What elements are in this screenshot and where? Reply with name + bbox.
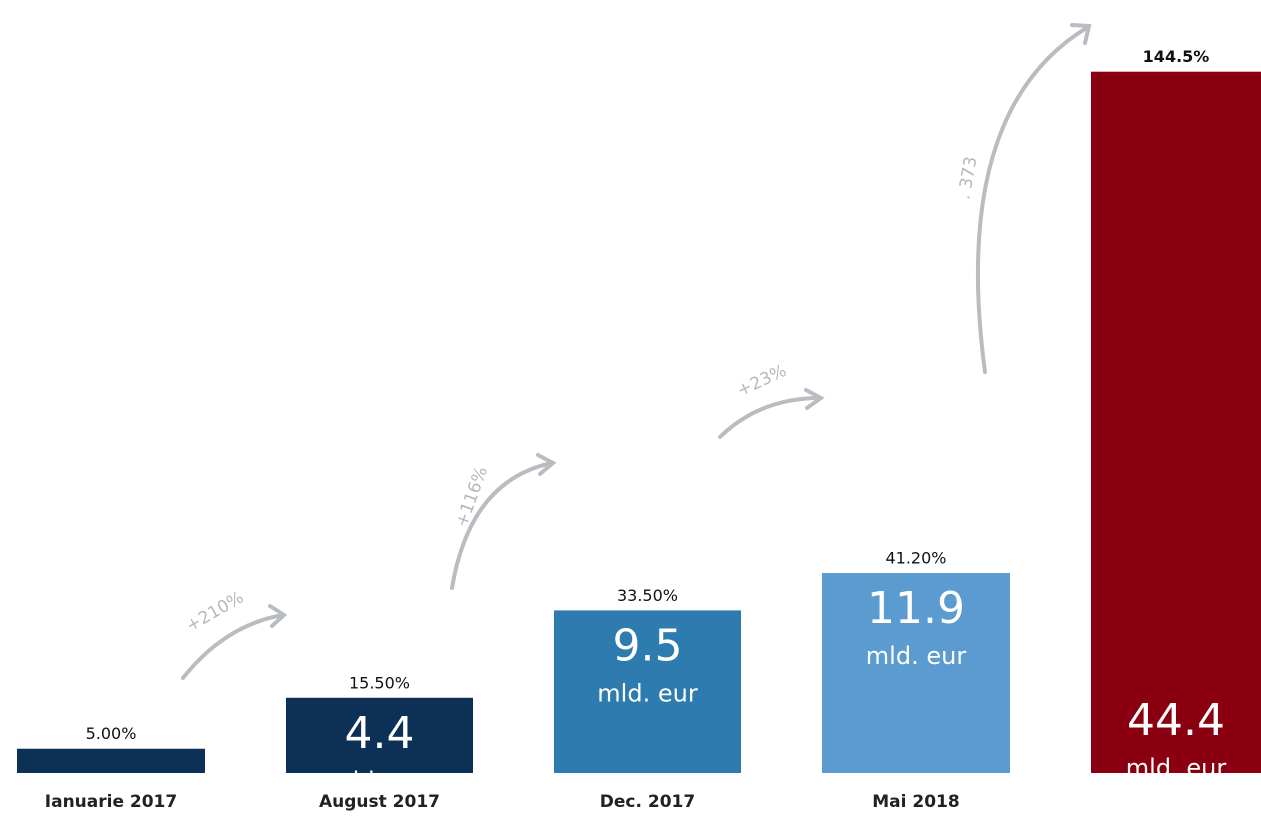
amount-unit: mld. eur xyxy=(597,679,698,707)
value-label: 41.20% xyxy=(885,549,946,568)
x-tick-label: Dec. 2017 xyxy=(600,792,695,812)
growth-arrow xyxy=(718,388,825,439)
amount-label: 9.5 xyxy=(613,620,683,671)
bar xyxy=(1091,71,1261,773)
x-tick-label: August 2017 xyxy=(319,792,440,812)
bar xyxy=(554,610,741,773)
bar xyxy=(17,748,205,773)
x-tick-label: Mai 2018 xyxy=(872,792,959,812)
amount-unit: mld. eur xyxy=(329,767,430,795)
growth-arrow xyxy=(975,23,1092,374)
amount-unit: mld. eur xyxy=(866,642,967,670)
growth-label: +23% xyxy=(734,361,790,401)
growth-arrow xyxy=(450,453,557,590)
growth-arrow xyxy=(181,604,288,680)
value-label: 33.50% xyxy=(617,586,678,605)
bar xyxy=(286,697,473,773)
growth-label: . 373 xyxy=(954,155,981,201)
value-label: 144.5% xyxy=(1143,47,1210,66)
growth-label: +116% xyxy=(452,464,492,530)
bar xyxy=(822,573,1010,773)
amount-label: 4.4 xyxy=(345,708,415,759)
value-label: 15.50% xyxy=(349,673,410,692)
amount-unit: mld. eur xyxy=(1126,754,1227,782)
value-label: 5.00% xyxy=(86,724,137,743)
amount-label: 11.9 xyxy=(867,583,965,634)
amount-label: 44.4 xyxy=(1127,695,1225,746)
x-tick-label: Ianuarie 2017 xyxy=(45,792,177,812)
